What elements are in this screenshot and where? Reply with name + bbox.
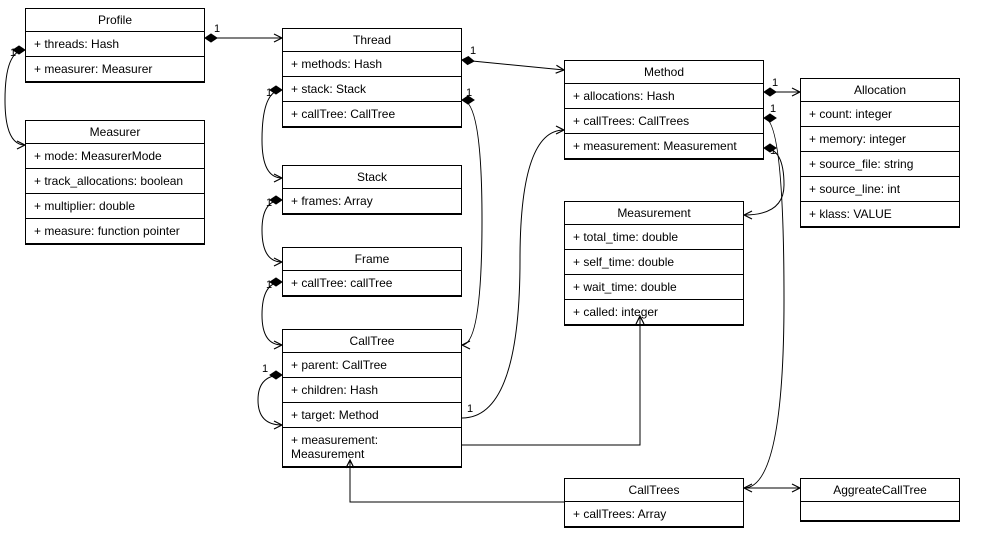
attr: + frames: Array <box>283 189 461 214</box>
attr: + measurement: Measurement <box>283 428 461 467</box>
class-title: Method <box>565 61 763 84</box>
attr: + wait_time: double <box>565 275 743 300</box>
attr: + called: integer <box>565 300 743 325</box>
attr: + source_file: string <box>801 152 959 177</box>
svg-text:1: 1 <box>266 279 272 291</box>
svg-text:1: 1 <box>470 45 476 57</box>
attr: + parent: CallTree <box>283 353 461 378</box>
class-method: Method + allocations: Hash + callTrees: … <box>564 60 764 160</box>
attr: + callTrees: CallTrees <box>565 109 763 134</box>
attr: + total_time: double <box>565 225 743 250</box>
attr: + allocations: Hash <box>565 84 763 109</box>
attr: + methods: Hash <box>283 52 461 77</box>
svg-text:1: 1 <box>262 363 268 375</box>
class-title: CallTrees <box>565 479 743 502</box>
attr: + callTree: callTree <box>283 271 461 296</box>
class-measurer: Measurer + mode: MeasurerMode + track_al… <box>25 120 205 245</box>
class-stack: Stack + frames: Array <box>282 165 462 215</box>
svg-text:1: 1 <box>770 103 776 115</box>
class-title: Measurer <box>26 121 204 144</box>
attr: + mode: MeasurerMode <box>26 144 204 169</box>
class-title: Thread <box>283 29 461 52</box>
attr: + measurement: Measurement <box>565 134 763 159</box>
attr: + stack: Stack <box>283 77 461 102</box>
attr: + self_time: double <box>565 250 743 275</box>
class-calltree: CallTree + parent: CallTree + children: … <box>282 329 462 468</box>
class-frame: Frame + callTree: callTree <box>282 247 462 297</box>
attr: + callTree: CallTree <box>283 102 461 127</box>
attr: + multiplier: double <box>26 194 204 219</box>
class-measurement: Measurement + total_time: double + self_… <box>564 201 744 326</box>
class-title: Profile <box>26 9 204 32</box>
svg-text:1: 1 <box>467 403 473 415</box>
class-title: AggreateCallTree <box>801 479 959 502</box>
svg-text:1: 1 <box>214 23 220 35</box>
attr: + target: Method <box>283 403 461 428</box>
class-allocation: Allocation + count: integer + memory: in… <box>800 78 960 228</box>
class-calltrees: CallTrees + callTrees: Array <box>564 478 744 528</box>
attr: + klass: VALUE <box>801 202 959 227</box>
class-aggregatecalltree: AggreateCallTree <box>800 478 960 522</box>
class-title: Frame <box>283 248 461 271</box>
attr: + source_line: int <box>801 177 959 202</box>
svg-text:1: 1 <box>10 47 16 59</box>
attr: + memory: integer <box>801 127 959 152</box>
svg-text:1: 1 <box>266 197 272 209</box>
attr: + threads: Hash <box>26 32 204 57</box>
attr: + measure: function pointer <box>26 219 204 244</box>
svg-text:1: 1 <box>266 87 272 99</box>
svg-text:1: 1 <box>466 87 472 99</box>
class-title: CallTree <box>283 330 461 353</box>
class-title: Stack <box>283 166 461 189</box>
class-profile: Profile + threads: Hash + measurer: Meas… <box>25 8 205 83</box>
attr: + children: Hash <box>283 378 461 403</box>
attr: + track_allocations: boolean <box>26 169 204 194</box>
attr: + count: integer <box>801 102 959 127</box>
svg-text:1: 1 <box>772 77 778 89</box>
svg-text:1: 1 <box>770 145 776 157</box>
class-title: Measurement <box>565 202 743 225</box>
class-title: Allocation <box>801 79 959 102</box>
attr: + callTrees: Array <box>565 502 743 527</box>
attr: + measurer: Measurer <box>26 57 204 82</box>
class-thread: Thread + methods: Hash + stack: Stack + … <box>282 28 462 128</box>
